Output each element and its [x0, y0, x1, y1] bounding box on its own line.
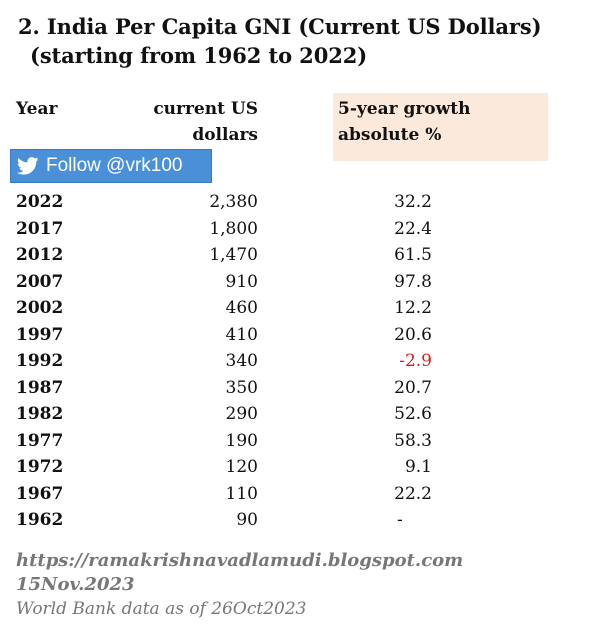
table-row: 1997 410 20.6 [0, 325, 589, 352]
cell-year: 2017 [16, 218, 64, 239]
title-line-2: (starting from 1962 to 2022) [30, 43, 368, 68]
cell-year: 1972 [16, 457, 64, 477]
table-row: 2012 1,470 61.5 [0, 245, 589, 272]
cell-growth: 97.8 [394, 271, 432, 292]
cell-usd: 1,470 [209, 245, 258, 265]
header-growth: 5-year growth absolute % [338, 96, 471, 148]
twitter-follow-button[interactable]: Follow @vrk100 [10, 149, 212, 183]
table-row: 1962 90 - [0, 510, 589, 537]
cell-year: 2022 [16, 192, 64, 212]
cell-year: 1987 [16, 377, 64, 398]
header-usd-line-2: dollars [192, 125, 258, 145]
cell-year: 1977 [16, 430, 64, 451]
cell-growth: 22.2 [394, 483, 432, 504]
cell-growth: 32.2 [394, 192, 432, 212]
page-title: 2. India Per Capita GNI (Current US Doll… [18, 12, 542, 70]
data-source-note: World Bank data as of 26Oct2023 [16, 599, 307, 619]
cell-usd: 910 [225, 271, 258, 292]
table-row: 2002 460 12.2 [0, 298, 589, 325]
table-row: 1977 190 58.3 [0, 431, 589, 458]
cell-growth: 52.6 [394, 404, 432, 424]
table-row: 1972 120 9.1 [0, 457, 589, 484]
cell-year: 1992 [16, 351, 64, 371]
header-growth-line-1: 5-year growth [338, 99, 471, 119]
table-row: 1987 350 20.7 [0, 378, 589, 405]
cell-growth: - [397, 510, 403, 530]
cell-growth: 58.3 [394, 430, 432, 451]
table-row: 2022 2,380 32.2 [0, 192, 589, 219]
table-row: 1967 110 22.2 [0, 484, 589, 511]
cell-usd: 2,380 [209, 192, 258, 212]
cell-year: 2007 [16, 271, 64, 292]
table-row: 2017 1,800 22.4 [0, 219, 589, 246]
cell-usd: 110 [225, 483, 258, 504]
cell-usd: 290 [225, 404, 258, 424]
footer: https://ramakrishnavadlamudi.blogspot.co… [16, 549, 463, 621]
cell-usd: 120 [225, 457, 258, 477]
follow-label: Follow @vrk100 [46, 155, 183, 176]
cell-usd: 1,800 [209, 218, 258, 239]
cell-growth: 12.2 [394, 298, 432, 318]
header-year: Year [16, 99, 58, 119]
cell-growth: 20.7 [394, 377, 432, 398]
cell-year: 2002 [16, 298, 64, 318]
cell-growth: 9.1 [404, 457, 432, 477]
cell-usd: 460 [225, 298, 258, 318]
data-table: 2022 2,380 32.2 2017 1,800 22.4 2012 1,470 61.5 2… [0, 192, 589, 537]
blog-url-link[interactable]: https://ramakrishnavadlamudi.blogspot.co… [16, 550, 464, 571]
title-line-1: 2. India Per Capita GNI (Current US Doll… [18, 14, 542, 39]
publish-date: 15Nov.2023 [16, 574, 135, 595]
cell-usd: 410 [225, 324, 258, 345]
cell-year: 2012 [16, 245, 64, 265]
header-growth-line-2: absolute % [338, 125, 442, 145]
cell-usd: 340 [225, 351, 258, 371]
cell-usd: 90 [236, 510, 258, 530]
cell-usd: 350 [225, 377, 258, 398]
header-usd-line-1: current US [153, 99, 258, 119]
table-row: 1992 340 -2.9 [0, 351, 589, 378]
cell-growth: 20.6 [394, 324, 432, 345]
cell-year: 1982 [16, 404, 64, 424]
cell-growth: 61.5 [394, 245, 432, 265]
cell-growth: -2.9 [399, 351, 432, 371]
cell-growth: 22.4 [394, 218, 432, 239]
table-row: 2007 910 97.8 [0, 272, 589, 299]
header-usd: current US dollars [120, 96, 258, 148]
cell-usd: 190 [225, 430, 258, 451]
twitter-bird-icon [17, 157, 39, 175]
cell-year: 1962 [16, 510, 64, 530]
cell-year: 1967 [16, 483, 64, 504]
growth-header-highlight [333, 93, 548, 161]
table-row: 1982 290 52.6 [0, 404, 589, 431]
cell-year: 1997 [16, 324, 64, 345]
